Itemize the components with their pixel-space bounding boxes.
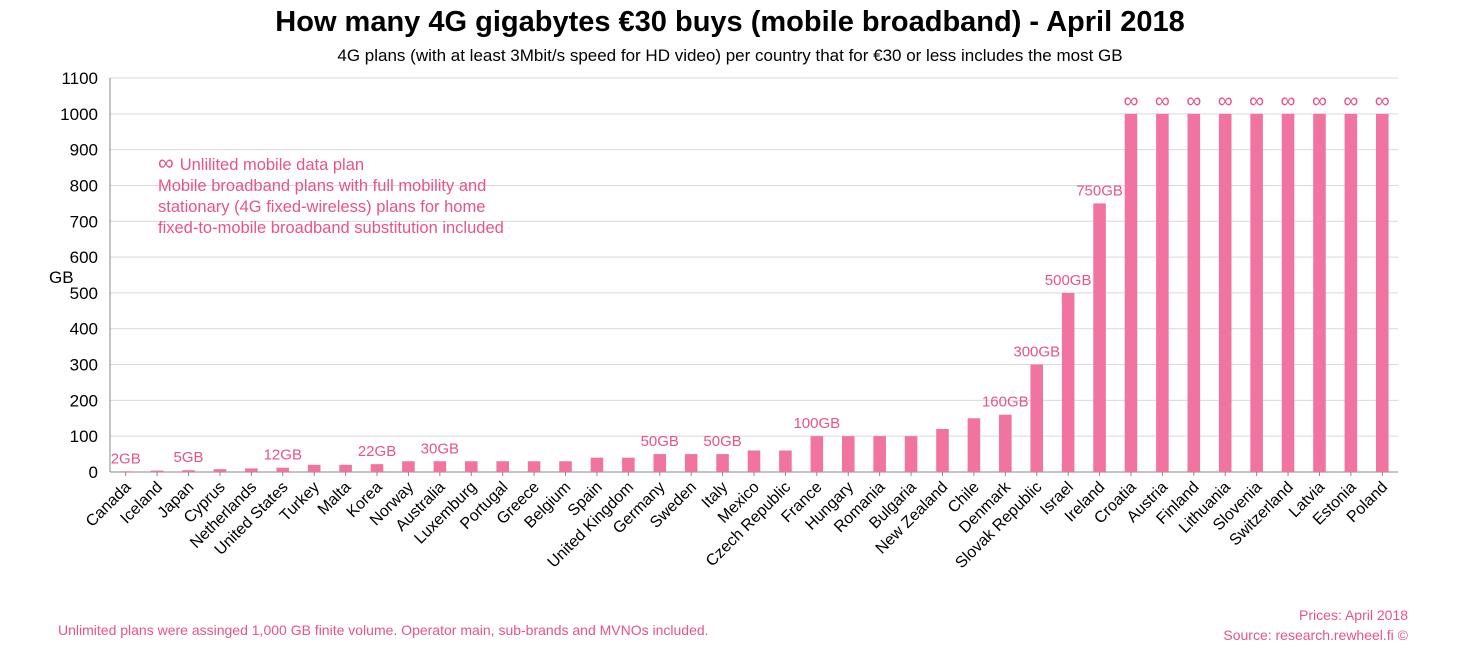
infinity-icon: ∞ [1186,89,1201,112]
bar [1281,113,1295,473]
bar [276,467,290,472]
bar [841,436,855,472]
bar [1376,113,1389,473]
bar [622,457,635,472]
footnote-prices: Prices: April 2018 [1299,607,1408,623]
bar [873,436,886,472]
bar [590,457,604,472]
y-tick-label: 300 [70,356,98,375]
y-tick-label: 800 [70,176,98,195]
bar [1250,113,1263,473]
bar [433,461,447,472]
infinity-icon: ∞ [158,150,174,175]
bar [967,418,981,472]
y-tick-label: 200 [70,391,98,410]
bar [936,429,949,472]
infinity-icon: ∞ [1249,89,1264,112]
data-label: 500GB [1045,272,1092,289]
data-label: 750GB [1076,182,1123,199]
bar [810,436,824,472]
footnote-source: Source: research.rewheel.fi © [1223,627,1408,643]
legend-line-2: stationary (4G fixed-wireless) plans for… [158,198,486,216]
infinity-icon: ∞ [1312,89,1327,112]
bar [779,450,792,472]
y-axis-label: GB [49,268,74,287]
data-label: 5GB [174,449,204,466]
data-label: 22GB [358,443,396,460]
bar [1156,113,1169,473]
infinity-icon: ∞ [1281,89,1296,112]
y-tick-label: 600 [70,248,98,267]
bar [653,454,667,472]
footnote-right: Prices: April 2018 Source: research.rewh… [1223,605,1408,645]
bar [182,470,195,472]
bar [1218,113,1232,473]
bar [370,464,384,472]
bar [1344,113,1358,473]
bar [716,454,729,472]
bar [904,436,918,472]
footnote-left: Unlimited plans were assinged 1,000 GB f… [58,622,709,638]
bar [119,471,132,472]
bar [245,468,258,472]
infinity-icon: ∞ [1375,89,1390,112]
bar [339,464,352,472]
bar [150,470,164,472]
bar [1124,113,1138,473]
bar [1093,203,1106,472]
bar [1313,113,1326,473]
data-label: 2GB [111,450,141,467]
bar [496,461,509,472]
bar [1061,292,1075,472]
y-tick-label: 700 [70,212,98,231]
bar [1187,113,1201,473]
legend: ∞ Unlilited mobile data plan Mobile broad… [158,152,504,239]
legend-unlimited-label: Unlilited mobile data plan [179,156,365,174]
legend-unlimited-entry: ∞ Unlilited mobile data plan [158,152,504,176]
y-tick-label: 1100 [61,69,98,88]
bar [684,454,698,472]
chart-subtitle: 4G plans (with at least 3Mbit/s speed fo… [337,46,1123,65]
y-tick-label: 400 [70,320,98,339]
y-tick-label: 1000 [60,105,98,124]
y-tick-label: 500 [70,284,98,303]
data-label: 50GB [641,433,679,450]
infinity-icon: ∞ [1343,89,1358,112]
infinity-icon: ∞ [1123,89,1138,112]
bar [213,469,227,472]
data-label: 50GB [703,433,741,450]
legend-line-3: fixed-to-mobile broadband substitution i… [158,219,504,237]
infinity-icon: ∞ [1155,89,1170,112]
bar [527,461,541,472]
bar [464,461,478,472]
data-label: 160GB [982,394,1029,411]
y-tick-label: 900 [70,141,98,160]
data-label: 12GB [264,447,302,464]
bar [999,414,1012,472]
y-tick-label: 0 [89,463,98,482]
bar [402,461,415,472]
bar [747,450,761,472]
bar [559,461,572,472]
data-label: 100GB [793,415,840,432]
bar [307,464,321,472]
infinity-icon: ∞ [1218,89,1233,112]
legend-line-1: Mobile broadband plans with full mobilit… [158,177,487,195]
chart-title: How many 4G gigabytes €30 buys (mobile b… [275,6,1185,38]
data-label: 300GB [1013,344,1060,361]
data-label: 30GB [421,440,459,457]
bar [1030,364,1044,472]
y-tick-label: 100 [70,427,98,446]
